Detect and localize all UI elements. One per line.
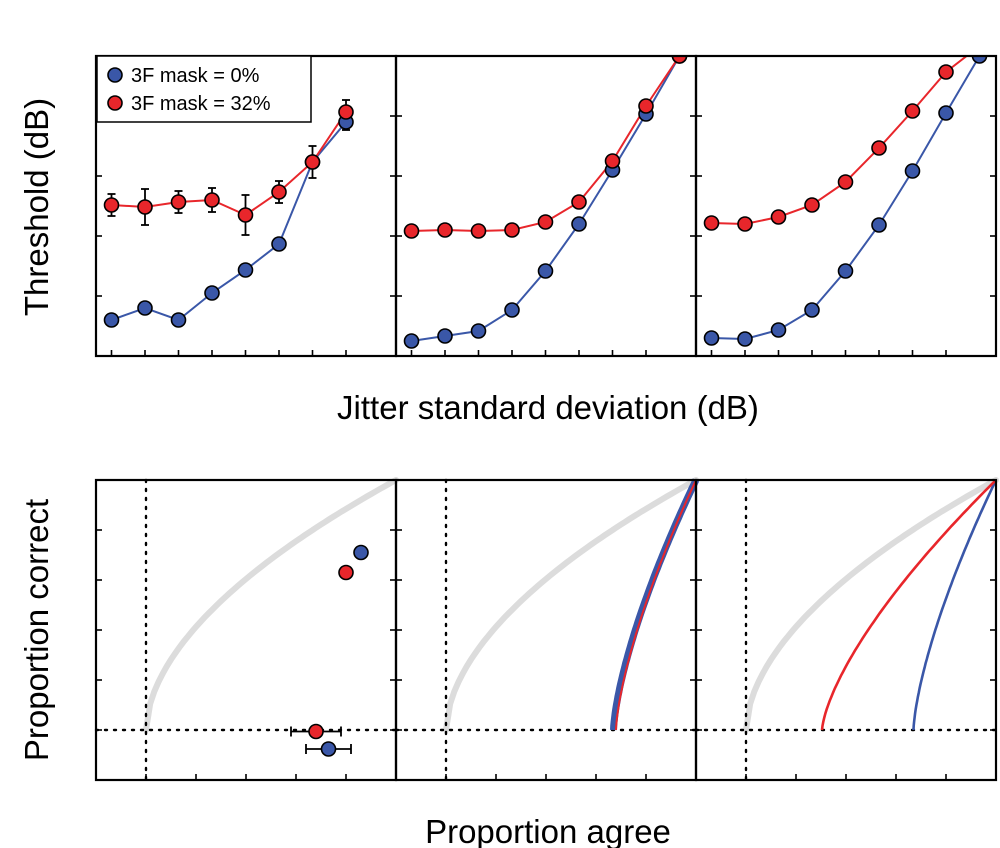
panel-2-series-0-line bbox=[711, 56, 981, 341]
panel-1-series-1-line bbox=[411, 56, 681, 233]
panel-2-series-0-point bbox=[703, 330, 720, 346]
panel-3-series-0-point bbox=[320, 741, 337, 757]
panel-1-series-1-point bbox=[504, 222, 520, 238]
panel-1-series-1-point bbox=[571, 194, 587, 210]
panel-1-series-1-point bbox=[638, 98, 654, 114]
panel-0-series-1-point bbox=[237, 207, 254, 223]
panel-1-series-0-point bbox=[403, 333, 420, 349]
legend-marker-1 bbox=[107, 95, 123, 111]
panel-2-series-1-point bbox=[938, 64, 954, 80]
panel-2-series-1-point bbox=[737, 216, 753, 232]
panel-2-series-1-point bbox=[703, 215, 720, 231]
panel-1-series-1-point bbox=[671, 56, 688, 64]
guide-layer bbox=[94, 478, 998, 782]
series-lines-layer bbox=[111, 56, 998, 731]
panel-4-series-0-curve bbox=[610, 478, 700, 731]
panel-0-series-lines bbox=[111, 111, 347, 322]
panel-1-series-0-point bbox=[504, 302, 520, 318]
panel-0-series-0-point bbox=[204, 285, 220, 301]
panel-5-reference-curve bbox=[743, 477, 999, 733]
markers-layer bbox=[103, 39, 988, 757]
top-y-axis-label: Threshold (dB) bbox=[18, 98, 55, 316]
panel-2-series-lines bbox=[711, 56, 981, 341]
panel-5-series-1-curve bbox=[820, 479, 997, 731]
panel-2-series-0-point bbox=[871, 217, 887, 233]
panel-2-markers bbox=[703, 39, 988, 347]
panel-2-series-1-point bbox=[804, 197, 820, 213]
panel-2-series-1-point bbox=[904, 103, 921, 119]
panel-3-frame bbox=[94, 478, 398, 782]
panel-0-series-1-point bbox=[103, 197, 120, 213]
panel-2-series-0-point bbox=[804, 302, 820, 318]
panel-4-frame bbox=[394, 478, 698, 782]
panel-2-series-0-point bbox=[737, 331, 753, 347]
panel-2-series-0-point bbox=[837, 263, 854, 279]
panel-2-series-0-point bbox=[904, 163, 921, 179]
legend-label-0: 3F mask = 0% bbox=[131, 65, 260, 87]
panel-0-series-1-point bbox=[204, 192, 220, 208]
panel-0-series-0-point bbox=[137, 300, 153, 316]
panel-0-series-0-point bbox=[237, 262, 254, 278]
top-x-axis-label: Jitter standard deviation (dB) bbox=[337, 389, 759, 426]
panel-1-series-1-point bbox=[470, 223, 487, 239]
legend-box bbox=[96, 55, 312, 123]
panel-0-series-1-point bbox=[170, 194, 187, 210]
panel-3-series-1-point bbox=[338, 564, 354, 581]
axes-layer bbox=[94, 54, 998, 782]
panel-2-series-1-point bbox=[770, 209, 787, 225]
panel-2-series-0-point bbox=[938, 105, 954, 121]
panel-2-frame bbox=[694, 54, 998, 358]
panel-0-markers bbox=[103, 99, 354, 328]
panel-1-series-0-point bbox=[537, 263, 554, 279]
panel-1-series-0-line bbox=[411, 56, 681, 342]
panel-1-series-1-point bbox=[403, 223, 420, 239]
panel-2-series-1-point bbox=[973, 39, 987, 53]
panel-4-reference-curve bbox=[443, 477, 699, 733]
legend-label-1: 3F mask = 32% bbox=[131, 93, 271, 115]
panel-1-markers bbox=[403, 56, 688, 349]
panel-2-series-1-point bbox=[837, 174, 854, 190]
panel-1-series-lines bbox=[411, 56, 681, 342]
legend-marker-0 bbox=[107, 67, 123, 83]
panel-1-series-0-point bbox=[571, 216, 587, 232]
bottom-y-axis-label: Proportion correct bbox=[18, 499, 55, 761]
panel-0-series-0-point bbox=[271, 236, 287, 252]
panel-2-series-0-point bbox=[971, 56, 988, 64]
panel-4-series-1-curve bbox=[615, 479, 697, 731]
panel-1-series-1-point bbox=[437, 222, 453, 238]
panel-1-series-1-point bbox=[537, 214, 554, 230]
panel-1-series-0-point bbox=[470, 323, 487, 339]
bottom-x-axis-label: Proportion agree bbox=[425, 813, 671, 848]
panel-0-series-1-point bbox=[304, 154, 321, 170]
panel-0-series-0-point bbox=[170, 312, 187, 328]
panel-5-series-0-curve bbox=[912, 479, 998, 731]
panel-3-series-1-point bbox=[308, 723, 324, 740]
panel-1-series-0-point bbox=[437, 328, 453, 344]
panel-0-series-1-point bbox=[338, 104, 354, 120]
panel-3-reference-curve bbox=[143, 477, 399, 733]
panel-2-series-1-point bbox=[871, 140, 887, 156]
panel-0-series-0-line bbox=[111, 121, 347, 322]
panel-0-series-1-point bbox=[137, 199, 153, 215]
panel-1-series-1-point bbox=[604, 153, 621, 169]
panel-3-series-0-point bbox=[353, 544, 369, 561]
panel-2-series-0-point bbox=[770, 322, 787, 338]
panel-0-series-1-point bbox=[271, 184, 287, 200]
legend: 3F mask = 0% 3F mask = 32% bbox=[96, 55, 312, 123]
panel-0-series-0-point bbox=[103, 312, 120, 328]
reference-layer bbox=[143, 477, 999, 733]
